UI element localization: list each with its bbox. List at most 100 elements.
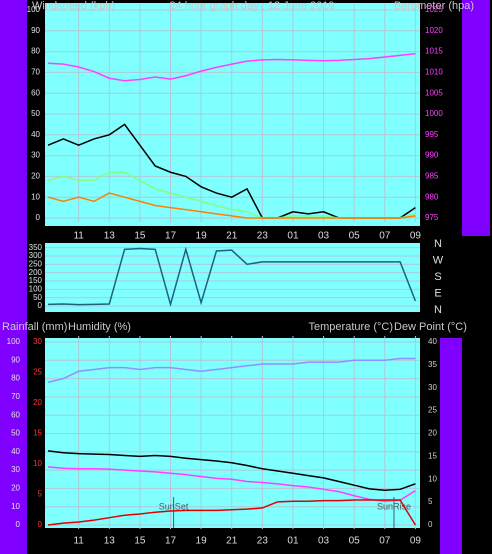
y-tick-label: 20	[11, 484, 20, 493]
y2-tick-label: 985	[425, 172, 439, 181]
series-line	[47, 450, 416, 491]
y2-tick-label: 0	[428, 520, 433, 529]
x-tick-label: 23	[257, 231, 269, 242]
y2-tick-label: 980	[425, 192, 439, 201]
series-line	[48, 246, 417, 308]
compass-label: S	[434, 271, 441, 283]
series-line	[47, 192, 416, 219]
y-tick-label: 60	[31, 88, 40, 97]
y2-tick-label: 10	[428, 474, 437, 483]
x-tick-label: 15	[134, 536, 146, 547]
y2-tick-label: 1020	[425, 26, 443, 35]
y2-tick-label: 1015	[425, 47, 443, 56]
annotation: SunSet	[159, 501, 189, 511]
series-line	[48, 52, 416, 82]
y-tick-label: 80	[11, 374, 20, 383]
y-tick-label: 90	[11, 355, 20, 364]
y2-tick-label: 1010	[425, 68, 443, 77]
x-tick-label: 21	[226, 536, 238, 547]
y-tick-label: 50	[31, 109, 40, 118]
x-tick-label: 05	[349, 536, 361, 547]
y-tick-label: 100	[27, 5, 41, 14]
y3-tick-label: 10	[33, 459, 42, 468]
x-tick-label: 17	[165, 231, 177, 242]
compass-label: W	[433, 254, 444, 266]
y-tick-label: 50	[11, 429, 20, 438]
compass-label: N	[434, 238, 442, 250]
y2-tick-label: 25	[428, 406, 437, 415]
series-line	[47, 357, 416, 383]
y2-tick-label: 1025	[425, 5, 443, 14]
y3-tick-label: 5	[38, 490, 43, 499]
y-tick-label: 200	[29, 268, 43, 277]
y2-tick-label: 5	[428, 497, 433, 506]
x-tick-label: 03	[318, 231, 330, 242]
y3-tick-label: 30	[33, 337, 42, 346]
y2-tick-label: 1000	[425, 109, 443, 118]
y-tick-label: 350	[29, 243, 43, 252]
y-tick-label: 100	[7, 337, 21, 346]
y-tick-label: 40	[11, 447, 20, 456]
series-line	[47, 499, 417, 526]
y2-tick-label: 1005	[425, 88, 443, 97]
y2-tick-label: 975	[425, 213, 439, 222]
plot-bg-direction	[45, 243, 420, 312]
humidity-label: Humidity (%)	[68, 321, 131, 333]
x-tick-label: 07	[379, 536, 391, 547]
x-tick-label: 17	[165, 536, 177, 547]
title: 24 hour graph day : 12 June 2019	[169, 0, 334, 12]
y3-tick-label: 20	[33, 398, 42, 407]
y-tick-label: 10	[31, 192, 40, 201]
y-tick-label: 70	[11, 392, 20, 401]
y2-tick-label: 40	[428, 337, 437, 346]
y-tick-label: 0	[36, 213, 41, 222]
x-tick-label: 11	[73, 231, 84, 242]
x-tick-label: 15	[134, 231, 146, 242]
y-tick-label: 0	[38, 301, 43, 310]
x-tick-label: 13	[104, 536, 116, 547]
y-tick-label: 30	[11, 465, 20, 474]
y-tick-label: 100	[29, 284, 43, 293]
y2-tick-label: 35	[428, 360, 437, 369]
x-tick-label: 19	[196, 231, 208, 242]
y3-tick-label: 0	[38, 520, 43, 529]
rain-label: Rainfall (mm)	[2, 321, 67, 333]
y-tick-label: 70	[31, 68, 40, 77]
x-tick-label: 01	[287, 536, 299, 547]
x-tick-label: 03	[318, 536, 330, 547]
x-tick-label: 09	[410, 536, 422, 547]
wind-label: Windspeed (kph)	[32, 0, 115, 12]
dew-label: Dew Point (°C)	[394, 321, 467, 333]
right-strip	[462, 0, 490, 236]
x-tick-label: 23	[257, 536, 269, 547]
series-line	[47, 466, 416, 502]
x-tick-label: 05	[349, 231, 361, 242]
x-tick-label: 19	[196, 536, 208, 547]
annotation: SunRise	[377, 501, 411, 511]
y-tick-label: 90	[31, 26, 40, 35]
compass-label: N	[434, 304, 442, 316]
y-tick-label: 20	[31, 172, 40, 181]
y-tick-label: 60	[11, 410, 20, 419]
y-tick-label: 150	[29, 276, 43, 285]
y-tick-label: 30	[31, 151, 40, 160]
y-tick-label: 250	[29, 259, 43, 268]
y-tick-label: 0	[16, 520, 21, 529]
y2-tick-label: 15	[428, 451, 437, 460]
x-tick-label: 01	[287, 231, 299, 242]
y2-tick-label: 990	[425, 151, 439, 160]
right-strip-bottom	[440, 338, 462, 554]
y3-tick-label: 25	[33, 368, 42, 377]
compass-label: E	[434, 287, 441, 299]
y-tick-label: 50	[33, 293, 42, 302]
y-tick-label: 300	[29, 251, 43, 260]
left-strip	[0, 0, 27, 554]
y2-tick-label: 20	[428, 429, 437, 438]
y3-tick-label: 15	[33, 429, 42, 438]
temp-label: Temperature (°C)	[309, 321, 393, 333]
baro-label: Barometer (hpa)	[394, 0, 474, 12]
x-tick-label: 21	[226, 231, 238, 242]
y-tick-label: 10	[11, 502, 20, 511]
y2-tick-label: 30	[428, 383, 437, 392]
